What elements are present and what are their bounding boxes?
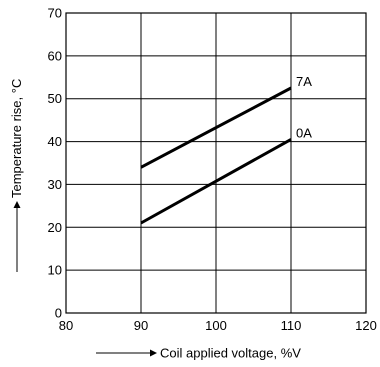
series-label-7a: 7A: [296, 74, 312, 89]
x-axis-ticks: 80 90 100 110 120: [59, 318, 377, 333]
y-tick-label: 10: [48, 263, 62, 278]
x-tick-label: 80: [59, 318, 73, 333]
y-tick-label: 0: [55, 306, 62, 321]
x-tick-label: 100: [205, 318, 227, 333]
y-axis-arrowhead: [13, 201, 21, 208]
x-tick-label: 110: [281, 318, 302, 333]
series-layer: [140, 86, 292, 225]
x-tick-label: 120: [355, 318, 377, 333]
y-tick-label: 40: [48, 134, 62, 149]
x-axis-arrowhead: [150, 349, 157, 357]
y-axis-ticks: 0 10 20 30 40 50 60 70: [48, 6, 62, 321]
y-tick-label: 50: [48, 91, 62, 106]
series-line-0a: [140, 138, 292, 225]
series-line-7a: [140, 86, 292, 169]
y-tick-label: 20: [48, 220, 62, 235]
y-axis-label: Temperature rise, °C: [9, 79, 24, 198]
grid: [65, 12, 367, 314]
y-tick-label: 30: [48, 177, 62, 192]
series-label-0a: 0A: [296, 125, 312, 140]
x-axis-label: Coil applied voltage, %V: [160, 346, 301, 361]
x-axis-title: Coil applied voltage, %V: [96, 346, 301, 361]
y-tick-label: 60: [48, 48, 62, 63]
series-labels: 7A 0A: [296, 74, 312, 140]
plot-frame: [65, 12, 367, 314]
y-tick-label: 70: [48, 6, 62, 21]
x-tick-label: 90: [134, 318, 148, 333]
y-axis-title: Temperature rise, °C: [9, 79, 24, 272]
